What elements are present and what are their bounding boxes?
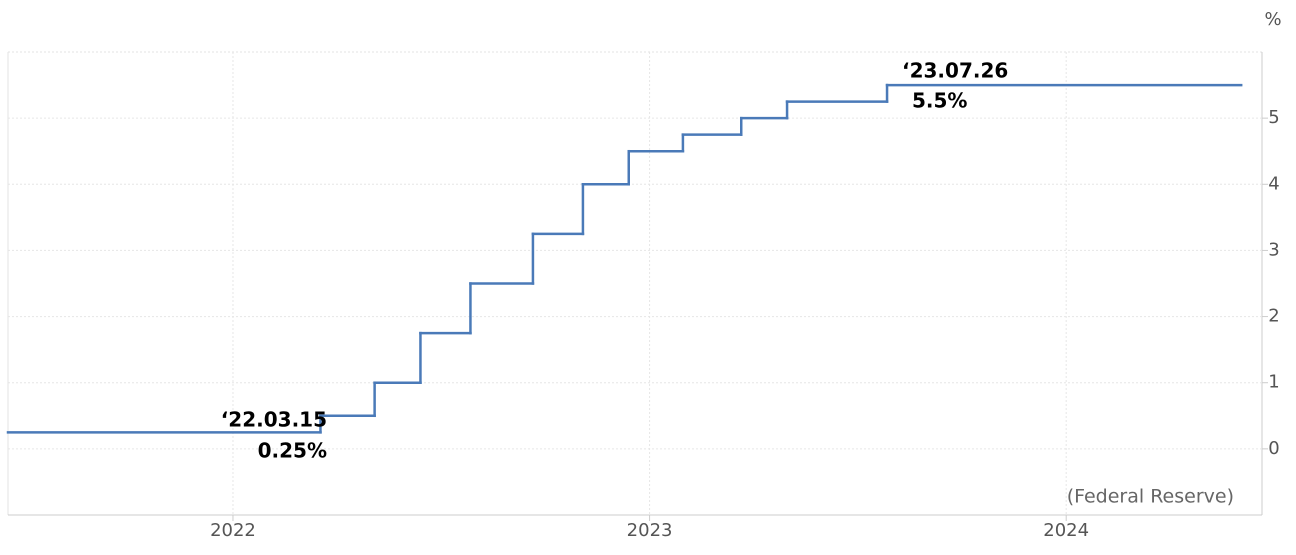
source-label: (Federal Reserve) — [1067, 486, 1234, 508]
y-tick-label: 4 — [1268, 173, 1279, 194]
y-tick-label: 5 — [1268, 107, 1279, 128]
unit-label: % — [1264, 9, 1281, 30]
annotation-date: ‘23.07.26 — [902, 59, 1008, 83]
y-tick-label: 0 — [1268, 438, 1279, 459]
x-tick-label: 2024 — [1043, 520, 1089, 541]
annotation-value: 5.5% — [912, 89, 967, 113]
y-tick-label: 3 — [1268, 239, 1279, 260]
x-tick-label: 2023 — [627, 520, 673, 541]
y-tick-label: 2 — [1268, 306, 1279, 327]
annotation-date: ‘22.03.15 — [221, 408, 327, 432]
y-tick-label: 1 — [1268, 372, 1279, 393]
annotation-value: 0.25% — [258, 439, 327, 463]
x-tick-label: 2022 — [210, 520, 256, 541]
